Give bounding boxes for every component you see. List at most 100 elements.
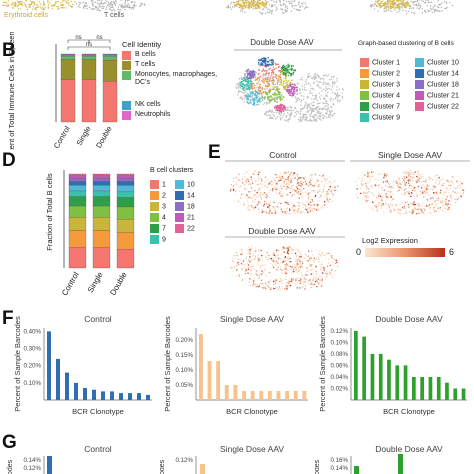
umap-point xyxy=(267,284,269,286)
umap-point xyxy=(264,274,266,276)
umap-point xyxy=(423,185,426,188)
panel-b-xtick: Single xyxy=(75,125,93,148)
umap-point xyxy=(258,208,260,210)
umap-point xyxy=(307,198,310,200)
umap-point xyxy=(428,178,431,180)
umap-point xyxy=(281,211,284,213)
umap-point xyxy=(408,203,410,205)
umap-point xyxy=(286,65,288,67)
umap-point xyxy=(287,69,289,72)
umap-point xyxy=(304,80,307,83)
umap-point xyxy=(248,102,250,105)
umap-point xyxy=(237,2,240,4)
umap-point xyxy=(258,267,260,270)
umap-point xyxy=(374,3,376,5)
umap-point xyxy=(389,194,391,196)
umap-point xyxy=(407,182,410,184)
umap-point xyxy=(229,190,232,192)
umap-point xyxy=(332,194,334,196)
umap-point xyxy=(413,188,415,190)
umap-point xyxy=(388,5,390,8)
umap-point xyxy=(306,209,309,211)
umap-point xyxy=(310,265,312,268)
umap-point xyxy=(269,181,272,183)
umap-point xyxy=(416,180,419,182)
umap-point xyxy=(407,176,409,178)
umap-point xyxy=(328,252,330,255)
legend-label: Cluster 3 xyxy=(372,81,401,89)
umap-point xyxy=(393,180,395,182)
umap-point xyxy=(309,257,311,260)
umap-point xyxy=(257,3,259,6)
legend-label: 9 xyxy=(162,236,166,244)
umap-point xyxy=(316,80,318,83)
umap-point xyxy=(412,2,414,4)
umap-point xyxy=(264,57,267,60)
umap-point xyxy=(241,279,244,281)
umap-point xyxy=(280,110,283,113)
umap-point xyxy=(417,205,419,207)
umap-point xyxy=(403,179,405,182)
y-tick: 0.12% xyxy=(330,328,348,335)
umap-point xyxy=(323,114,325,117)
panel-b-bar-segment xyxy=(60,54,76,57)
umap-point xyxy=(256,0,259,2)
umap-point xyxy=(96,2,99,4)
umap-point xyxy=(265,193,267,195)
umap-point xyxy=(264,88,267,90)
umap-point xyxy=(269,204,271,207)
umap-point xyxy=(253,73,256,75)
umap-point xyxy=(329,100,332,102)
umap-point xyxy=(307,185,310,187)
umap-point xyxy=(280,202,282,205)
umap-point xyxy=(246,74,249,77)
y-label: Percent of Sample Barcodes xyxy=(163,316,172,412)
bar xyxy=(216,361,221,400)
umap-point xyxy=(304,288,306,290)
umap-point xyxy=(243,7,245,9)
bar xyxy=(276,391,281,400)
umap-point xyxy=(267,76,269,79)
bar xyxy=(403,365,408,400)
umap-point xyxy=(51,4,53,6)
umap-point xyxy=(300,100,302,103)
umap-point xyxy=(291,202,293,205)
umap-point xyxy=(436,198,438,200)
umap-point xyxy=(249,100,251,102)
legend-label: Monocytes, macrophages, DC's xyxy=(135,71,218,86)
umap-point xyxy=(271,59,273,61)
umap-point xyxy=(259,86,261,89)
umap-point xyxy=(287,211,289,213)
umap-point xyxy=(281,117,283,119)
umap-point xyxy=(314,76,317,78)
umap-point xyxy=(261,95,263,97)
umap-point xyxy=(413,201,415,203)
umap-point xyxy=(258,92,260,95)
umap-point xyxy=(271,116,273,118)
umap-point xyxy=(321,276,323,278)
umap-point xyxy=(311,264,313,266)
umap-point xyxy=(305,3,307,5)
umap-point xyxy=(260,199,263,201)
umap-point xyxy=(296,262,298,265)
umap-point xyxy=(280,68,283,71)
umap-point xyxy=(417,176,420,179)
umap-point xyxy=(266,186,268,188)
bar xyxy=(378,353,383,400)
panel-d-bar-segment xyxy=(92,181,111,186)
umap-point xyxy=(326,110,329,113)
umap-point xyxy=(276,193,278,196)
umap-point xyxy=(244,74,246,76)
umap-point xyxy=(261,270,263,272)
umap-point xyxy=(269,182,271,184)
umap-point xyxy=(293,177,295,179)
umap-point xyxy=(397,3,399,6)
panel-d-bar-segment xyxy=(68,190,87,197)
umap-point xyxy=(243,203,246,205)
umap-point xyxy=(293,7,295,9)
umap-point xyxy=(245,180,247,182)
umap-point xyxy=(326,83,329,85)
umap-point xyxy=(395,0,398,2)
umap-point xyxy=(25,6,27,8)
umap-point xyxy=(381,199,383,202)
